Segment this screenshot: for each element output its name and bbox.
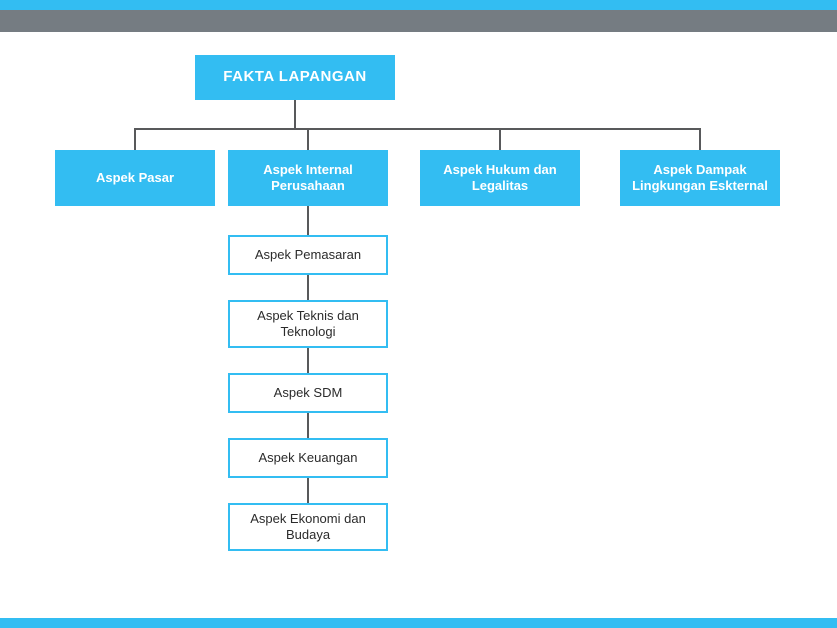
- connector: [307, 413, 309, 438]
- level1-node: Aspek Pasar: [55, 150, 215, 206]
- connector: [307, 206, 309, 235]
- connector: [499, 128, 501, 150]
- level2-node: Aspek Pemasaran: [228, 235, 388, 275]
- level2-node: Aspek SDM: [228, 373, 388, 413]
- connector: [134, 128, 701, 130]
- header-bar-blue: [0, 0, 837, 10]
- header-bar-gray: [0, 10, 837, 32]
- level1-node: Aspek Hukum dan Legalitas: [420, 150, 580, 206]
- connector: [307, 348, 309, 373]
- level1-node: Aspek Internal Perusahaan: [228, 150, 388, 206]
- footer-bar-blue: [0, 618, 837, 628]
- level2-node: Aspek Ekonomi dan Budaya: [228, 503, 388, 551]
- level2-node: Aspek Teknis dan Teknologi: [228, 300, 388, 348]
- connector: [294, 100, 296, 128]
- connector: [134, 128, 136, 150]
- level2-node: Aspek Keuangan: [228, 438, 388, 478]
- connector: [307, 478, 309, 503]
- connector: [699, 128, 701, 150]
- level1-node: Aspek Dampak Lingkungan Eskternal: [620, 150, 780, 206]
- connector: [307, 275, 309, 300]
- connector: [307, 128, 309, 150]
- root-node: FAKTA LAPANGAN: [195, 55, 395, 100]
